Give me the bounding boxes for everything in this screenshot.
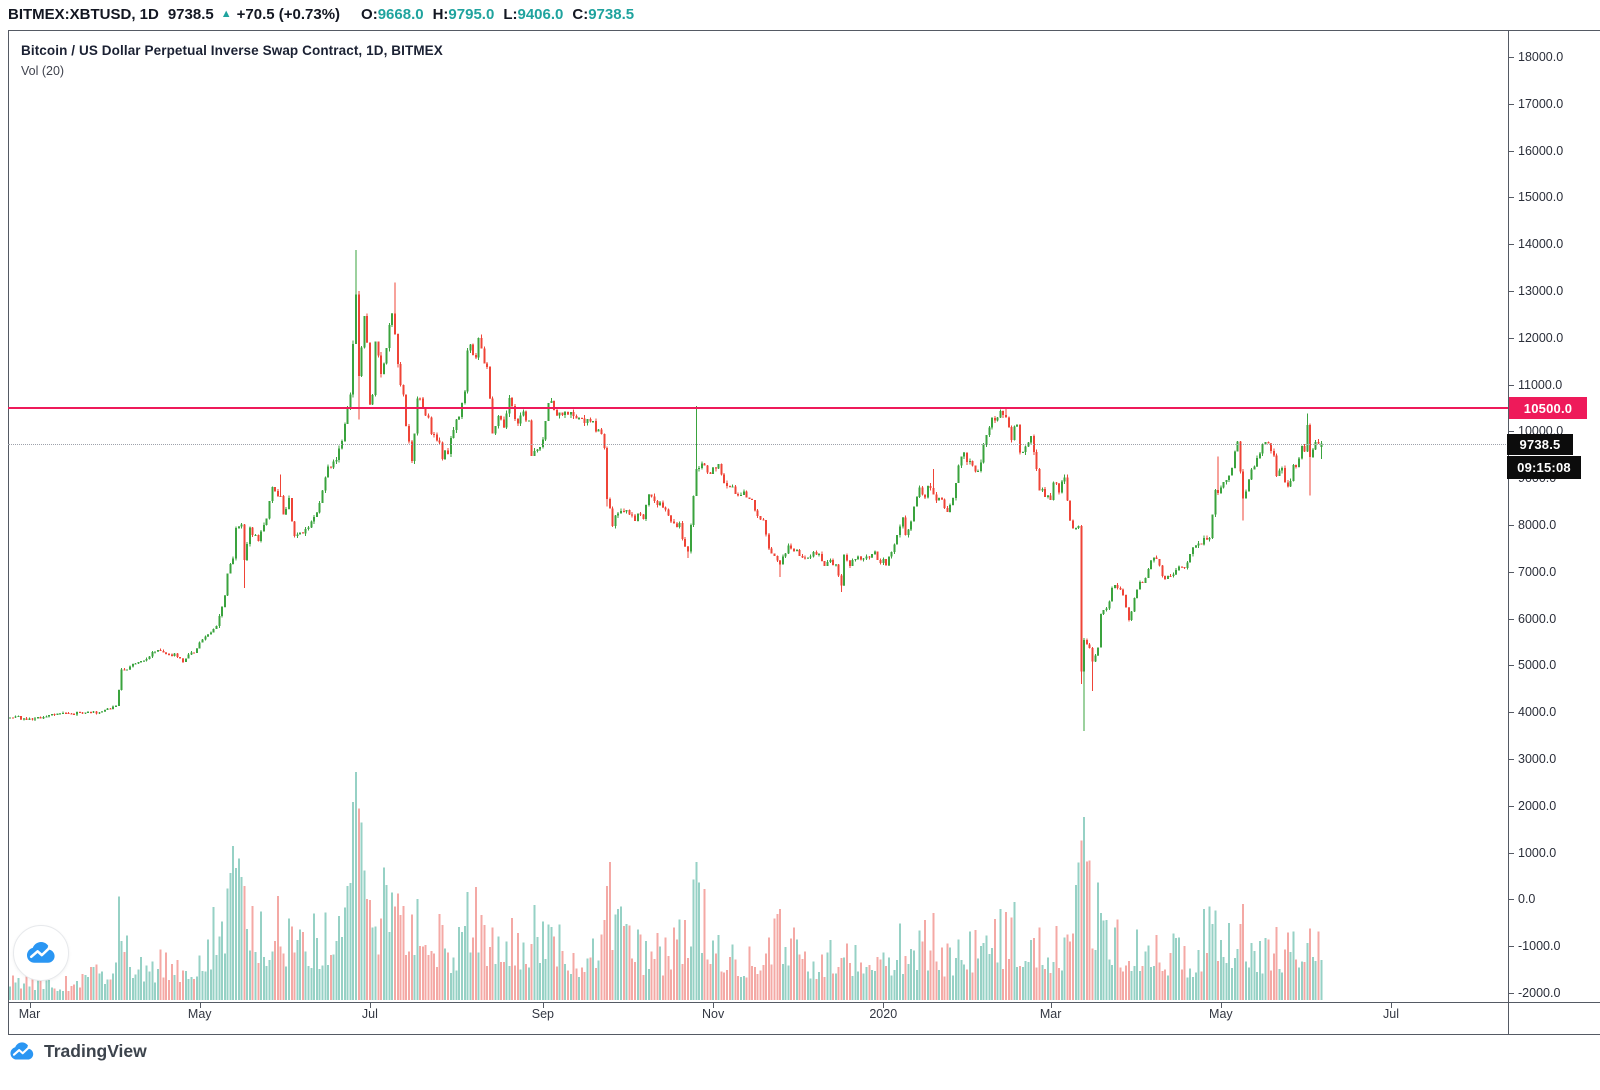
- tradingview-cloud-icon: [26, 941, 55, 963]
- price-tick-label: 4000.0: [1518, 705, 1557, 720]
- chart-legend: Bitcoin / US Dollar Perpetual Inverse Sw…: [21, 43, 443, 78]
- time-tick-label: Sep: [531, 1007, 554, 1021]
- price-tick-label: -2000.0: [1518, 986, 1561, 1000]
- price-tick-mark: [1508, 478, 1514, 480]
- price-change: +70.5 (+0.73%): [236, 5, 341, 23]
- price-tick-mark: [1508, 525, 1514, 526]
- low-value: 9406.0: [517, 5, 564, 23]
- price-tick-mark: [1508, 150, 1514, 152]
- price-tick-mark: [1508, 384, 1514, 386]
- frame-left-border: [8, 30, 9, 1034]
- chart-title[interactable]: Bitcoin / US Dollar Perpetual Inverse Sw…: [21, 43, 443, 58]
- last-price-label: 9738.5: [1507, 433, 1573, 455]
- price-tick-label: 16000.0: [1518, 143, 1564, 158]
- price-tick-label: 0.0: [1518, 892, 1536, 907]
- symbol-header: BITMEX:XBTUSD, 1D 9738.5 ▲ +70.5 (+0.73%…: [8, 0, 634, 28]
- time-tick-mark: [883, 1002, 885, 1008]
- price-tick-mark: [1508, 291, 1514, 292]
- price-tick-mark: [1508, 244, 1514, 246]
- price-tick-mark: [1508, 337, 1514, 339]
- price-tick-mark: [1508, 759, 1514, 760]
- price-tick-label: 7000.0: [1518, 564, 1557, 579]
- change-up-icon: ▲: [220, 8, 232, 20]
- price-tick-mark: [1508, 665, 1514, 667]
- close-label: C:: [572, 5, 589, 23]
- time-tick-mark: [199, 1002, 201, 1008]
- price-tick-label: 11000.0: [1518, 377, 1563, 392]
- price-tick-mark: [1508, 197, 1514, 199]
- price-tick-mark: [1508, 103, 1514, 105]
- time-tick-mark: [29, 1002, 31, 1008]
- price-axis-separator: [1508, 30, 1509, 1034]
- time-tick-mark: [1050, 1002, 1052, 1008]
- price-tick-label: 8000.0: [1518, 518, 1557, 532]
- tradingview-brand-text[interactable]: TradingView: [44, 1041, 147, 1061]
- time-tick-mark: [369, 1002, 371, 1008]
- price-tick-mark: [1508, 571, 1514, 573]
- last-price-dotted-line: [8, 443, 1508, 445]
- time-tick-label: May: [187, 1007, 212, 1021]
- price-tick-mark: [1508, 946, 1514, 948]
- close-value: 9738.5: [588, 5, 635, 23]
- tradingview-watermark-button[interactable]: [13, 925, 69, 981]
- time-tick-mark: [542, 1002, 544, 1008]
- time-tick-mark: [1220, 1002, 1222, 1008]
- price-tick-label: 12000.0: [1518, 330, 1564, 345]
- volume-pane: [9, 771, 1323, 1000]
- price-tick-label: 14000.0: [1518, 237, 1564, 252]
- price-tick-label: 17000.0: [1518, 96, 1564, 111]
- price-tick-mark: [1508, 852, 1514, 854]
- high-value: 9795.0: [448, 5, 495, 23]
- time-tick-label: Jul: [361, 1007, 378, 1021]
- time-tick-label: Nov: [701, 1007, 725, 1021]
- volume-indicator-label[interactable]: Vol (20): [21, 64, 65, 78]
- alert-price-label[interactable]: 10500.0: [1509, 397, 1587, 419]
- price-tick-label: 6000.0: [1518, 611, 1557, 626]
- last-price-value: 9738.5: [167, 5, 214, 23]
- price-tick-label: 18000.0: [1518, 50, 1564, 64]
- price-tick-mark: [1508, 712, 1514, 714]
- bar-countdown-label: 09:15:08: [1507, 455, 1581, 479]
- price-tick-mark: [1508, 431, 1514, 433]
- time-tick-mark: [1391, 1002, 1393, 1008]
- time-tick-label: Jul: [1383, 1007, 1400, 1021]
- price-tick-label: 15000.0: [1518, 190, 1564, 205]
- price-tick-label: 2000.0: [1518, 798, 1557, 813]
- frame-top-border: [8, 30, 1600, 31]
- price-tick-label: 13000.0: [1518, 284, 1564, 298]
- open-label: O:: [361, 5, 378, 23]
- time-tick-label: May: [1209, 1007, 1233, 1021]
- symbol-title[interactable]: BITMEX:XBTUSD, 1D: [8, 5, 159, 23]
- price-tick-mark: [1508, 618, 1514, 620]
- time-tick-mark: [713, 1002, 715, 1008]
- low-label: L:: [503, 5, 518, 23]
- price-tick-label: -1000.0: [1518, 939, 1561, 954]
- footer: TradingView: [8, 1041, 147, 1062]
- time-tick-label: Mar: [18, 1007, 41, 1021]
- price-tick-mark: [1508, 805, 1514, 807]
- price-tick-mark: [1508, 57, 1514, 58]
- open-value: 9668.0: [377, 5, 424, 23]
- time-tick-label: Mar: [1039, 1007, 1062, 1021]
- price-tick-mark: [1508, 899, 1514, 901]
- price-tick-mark: [1508, 993, 1514, 994]
- price-alert-line[interactable]: [8, 407, 1508, 409]
- tradingview-logo-icon[interactable]: [8, 1041, 36, 1062]
- price-pane: [9, 249, 1323, 731]
- time-tick-label: 2020: [869, 1007, 898, 1021]
- time-axis-separator: [8, 1002, 1600, 1003]
- high-label: H:: [432, 5, 449, 23]
- price-tick-label: 1000.0: [1518, 845, 1557, 860]
- price-tick-label: 3000.0: [1518, 752, 1557, 766]
- price-tick-label: 5000.0: [1518, 658, 1557, 673]
- frame-bottom-border: [8, 1034, 1600, 1035]
